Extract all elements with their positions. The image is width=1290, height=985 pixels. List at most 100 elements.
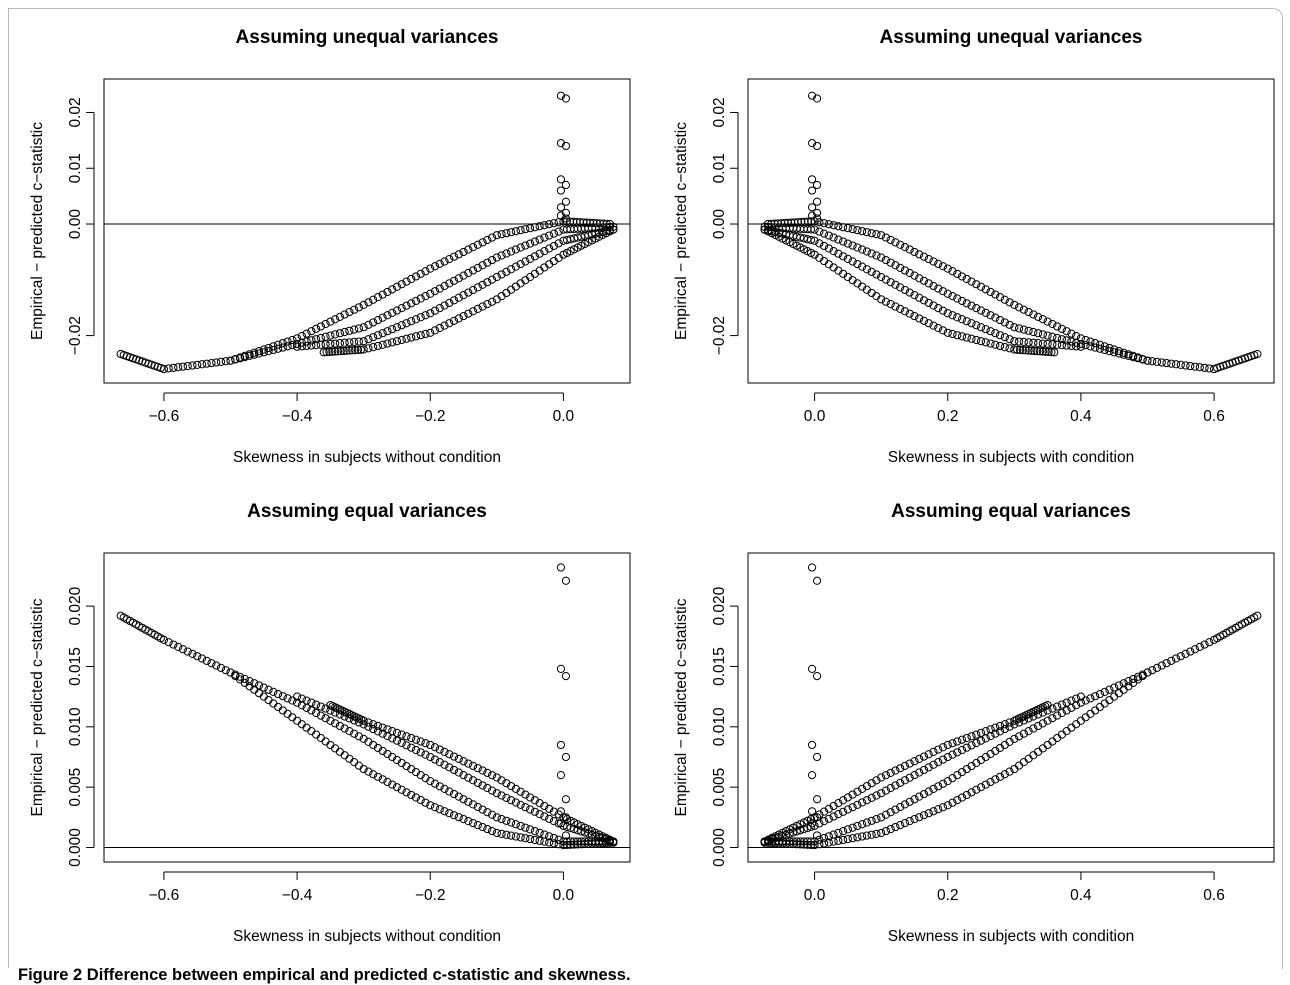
- data-point: [929, 281, 938, 291]
- data-point: [302, 723, 311, 732]
- data-point: [535, 828, 544, 837]
- data-point: [435, 323, 444, 333]
- data-point: [507, 265, 516, 274]
- y-tick-label: −0.02: [67, 316, 84, 355]
- data-point: [953, 737, 962, 746]
- data-point: [292, 698, 302, 707]
- data-point: [521, 823, 530, 832]
- data-point: [549, 241, 559, 251]
- data-point: [812, 141, 822, 151]
- data-point: [1062, 727, 1071, 736]
- data-point: [297, 701, 306, 710]
- data-point: [1076, 692, 1086, 701]
- data-point: [843, 805, 852, 814]
- data-point: [312, 324, 321, 333]
- data-point: [445, 750, 454, 759]
- data-point: [373, 293, 383, 302]
- data-point: [221, 666, 230, 675]
- data-point: [197, 360, 207, 369]
- data-point: [976, 282, 986, 291]
- data-point: [1176, 652, 1185, 661]
- data-point: [373, 341, 383, 351]
- data-point: [824, 220, 833, 229]
- data-point: [269, 687, 278, 696]
- data-point: [1030, 346, 1039, 356]
- data-point: [1053, 702, 1062, 711]
- data-point: [559, 821, 568, 830]
- data-point: [483, 824, 492, 834]
- data-point: [953, 795, 962, 805]
- data-point: [331, 744, 340, 753]
- data-point: [250, 350, 259, 359]
- data-point: [316, 322, 325, 331]
- data-point: [1086, 342, 1095, 351]
- data-point: [545, 244, 554, 253]
- data-point: [411, 296, 421, 306]
- data-point: [407, 274, 416, 284]
- data-points: [116, 91, 618, 374]
- data-point: [440, 281, 449, 291]
- data-point: [886, 824, 895, 834]
- data-point: [915, 792, 924, 801]
- data-point: [454, 274, 463, 283]
- data-point: [535, 235, 544, 244]
- data-point: [336, 347, 345, 356]
- data-point: [848, 257, 857, 266]
- data-points: [116, 563, 618, 850]
- data-point: [535, 799, 544, 808]
- data-point: [938, 326, 948, 335]
- data-point: [812, 813, 822, 822]
- data-point: [1029, 338, 1038, 347]
- data-point: [507, 781, 516, 791]
- data-point: [240, 674, 249, 684]
- data-point: [1186, 647, 1195, 656]
- data-point: [340, 751, 349, 760]
- data-point: [929, 321, 938, 330]
- data-point: [561, 752, 571, 762]
- x-axis: −0.6 −0.4 −0.2 0.0: [149, 392, 575, 425]
- data-point: [561, 214, 571, 223]
- data-point: [962, 299, 971, 308]
- data-point: [497, 829, 506, 838]
- data-point: [561, 576, 571, 585]
- data-point: [164, 364, 173, 373]
- data-point: [943, 328, 952, 337]
- data-point: [872, 270, 881, 279]
- data-point: [815, 835, 824, 844]
- data-point: [1162, 358, 1171, 368]
- data-point: [807, 770, 817, 780]
- data-point: [326, 339, 335, 349]
- data-point: [483, 278, 492, 287]
- data-point: [556, 139, 566, 148]
- data-point: [440, 301, 449, 310]
- data-point: [1076, 716, 1086, 725]
- data-point: [915, 314, 924, 323]
- data-point: [540, 221, 549, 230]
- data-point: [976, 306, 986, 315]
- data-point: [392, 736, 402, 745]
- data-point: [891, 238, 900, 247]
- data-point: [872, 776, 881, 785]
- data-point: [919, 316, 929, 325]
- data-point: [183, 361, 192, 371]
- series-2: [226, 222, 618, 365]
- data-point: [421, 311, 430, 320]
- data-point: [910, 757, 919, 766]
- data-point: [967, 334, 976, 343]
- data-point: [1021, 346, 1030, 355]
- data-point: [159, 364, 169, 374]
- series-3: [760, 225, 1086, 351]
- data-point: [1005, 767, 1014, 776]
- data-point: [188, 649, 197, 658]
- data-point: [202, 656, 211, 665]
- data-point: [421, 292, 430, 301]
- data-point: [459, 291, 468, 300]
- data-point: [877, 789, 886, 798]
- data-point: [986, 731, 995, 741]
- data-point: [340, 724, 349, 733]
- y-axis: 0.000 0.005 0.010 0.015 0.020: [67, 586, 95, 867]
- data-point: [449, 316, 459, 325]
- y-axis: −0.02 0.00 0.01 0.02: [67, 97, 95, 355]
- data-point: [919, 789, 929, 799]
- data-point: [877, 231, 886, 240]
